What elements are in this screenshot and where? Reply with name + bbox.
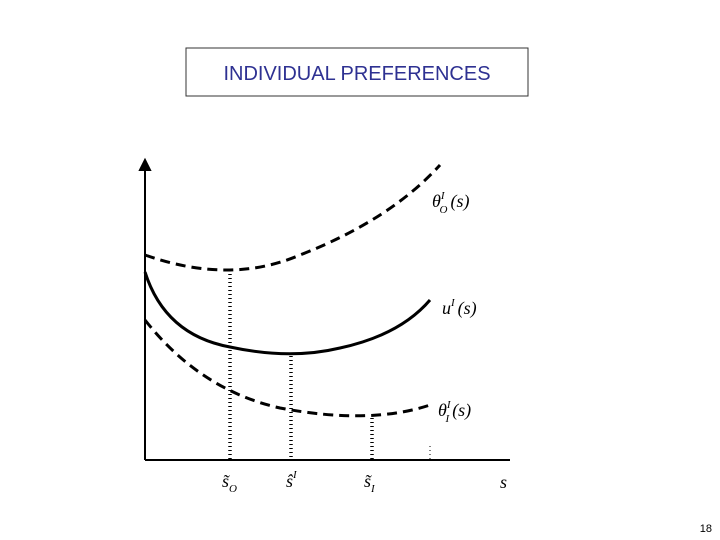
curve-label: θI I (s) bbox=[438, 399, 471, 425]
sub: O bbox=[229, 483, 237, 495]
curve-label: θI O (s) bbox=[432, 190, 469, 216]
y-arrow bbox=[138, 157, 152, 171]
sup: I bbox=[446, 399, 452, 411]
base: θ bbox=[432, 191, 441, 211]
page-number: 18 bbox=[700, 523, 712, 535]
curve-label: uI (s) bbox=[442, 297, 477, 319]
sub: O bbox=[440, 204, 448, 216]
axes bbox=[138, 157, 510, 461]
base: s̃ bbox=[222, 471, 231, 491]
base: s̃ bbox=[364, 471, 373, 491]
title-box bbox=[185, 47, 529, 97]
base: u bbox=[442, 298, 451, 318]
sub: I bbox=[445, 413, 451, 425]
x-label: ŝI bbox=[286, 469, 298, 491]
curves bbox=[143, 163, 442, 418]
axis-label: s bbox=[500, 472, 507, 492]
curve-theta-o bbox=[144, 163, 442, 272]
base: θ bbox=[438, 400, 447, 420]
arg: (s) bbox=[450, 191, 469, 212]
arg: (s) bbox=[458, 298, 477, 319]
drop-lines bbox=[228, 270, 431, 460]
sub: I bbox=[370, 483, 376, 495]
x-label: s̃I bbox=[364, 471, 376, 495]
base: ŝ bbox=[286, 471, 294, 491]
curve-u bbox=[143, 271, 432, 356]
title: INDIVIDUAL PREFERENCES bbox=[223, 63, 490, 85]
curve-theta-i bbox=[143, 319, 431, 418]
sup: I bbox=[440, 190, 446, 202]
sup: I bbox=[292, 469, 298, 481]
x-label: s̃O bbox=[222, 471, 237, 495]
sup: I bbox=[450, 297, 456, 309]
arg: (s) bbox=[452, 400, 471, 421]
